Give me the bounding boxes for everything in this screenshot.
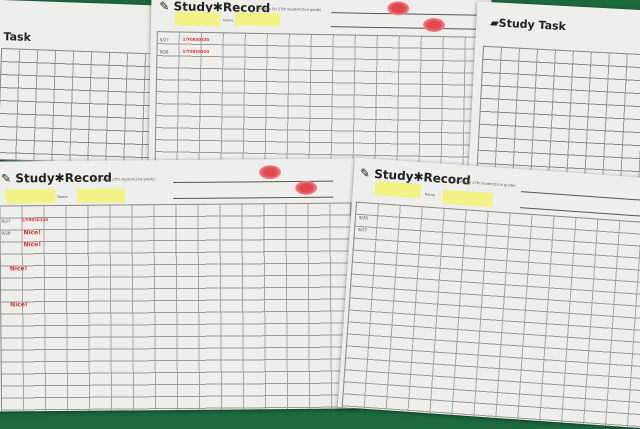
study-record-sheet-top: ✎ Study✱Record for the SH 27th student(2… bbox=[148, 0, 492, 169]
row-date: 9/27 bbox=[357, 226, 368, 233]
study-record-sheet-bottom-right: ✎ Study✱Record for the SH 27th student(2… bbox=[337, 157, 640, 429]
goal-line bbox=[330, 26, 481, 30]
title-text: Study Task bbox=[498, 16, 567, 34]
row-date: 9/27 bbox=[159, 37, 169, 43]
stamp bbox=[422, 17, 446, 33]
stamp bbox=[387, 1, 410, 16]
study-task-sheet-left: Task bbox=[0, 0, 158, 166]
nice-stamp: Nice! bbox=[23, 229, 42, 237]
highlighter-mark bbox=[174, 11, 221, 27]
study-record-sheet-bottom-left: ✎ Study✱Record for the SH 27th student(2… bbox=[0, 158, 360, 412]
nice-stamp: Nice! bbox=[10, 301, 28, 309]
record-table bbox=[341, 201, 640, 429]
highlighter-mark bbox=[374, 180, 422, 199]
stamp bbox=[295, 180, 318, 195]
stamp bbox=[258, 165, 282, 180]
name-highlight bbox=[77, 188, 126, 203]
check-stamp: 1/Y0830320 bbox=[182, 48, 210, 55]
sheet-title: Task bbox=[3, 30, 32, 45]
row-date: 9/27 bbox=[1, 218, 11, 224]
task-table bbox=[476, 45, 640, 187]
nice-stamp: Nice! bbox=[9, 265, 28, 273]
highlighter-mark bbox=[5, 189, 56, 204]
name-label: Name bbox=[223, 18, 234, 23]
goal-line bbox=[173, 196, 334, 200]
name-highlight bbox=[234, 12, 281, 27]
name-highlight bbox=[442, 189, 493, 208]
row-date: 9/28 bbox=[1, 230, 11, 236]
nice-stamp: Nice! bbox=[23, 241, 42, 249]
row-date: 9/26 bbox=[358, 214, 369, 221]
subtitle: for the SH 27th student(2nd grade) bbox=[93, 177, 156, 182]
sheet-title: ▰Study Task bbox=[489, 16, 567, 34]
record-table bbox=[0, 202, 354, 412]
name-label: Name bbox=[424, 192, 436, 198]
task-table bbox=[0, 48, 154, 166]
check-stamp: 1/Y0830320 bbox=[182, 36, 210, 43]
row-date: 9/28 bbox=[159, 49, 169, 55]
name-label: Name bbox=[57, 194, 68, 200]
check-stamp: 1/Y0830320 bbox=[21, 217, 49, 223]
goal-line bbox=[521, 191, 640, 202]
